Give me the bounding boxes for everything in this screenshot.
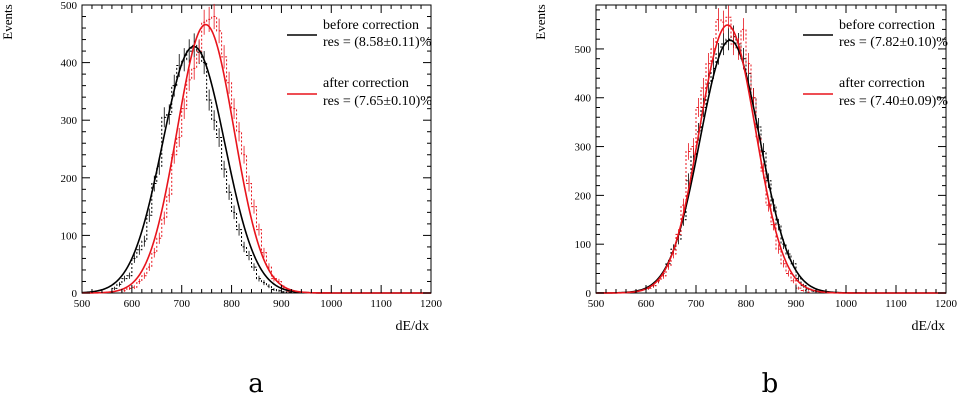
legend-label-after: after correction xyxy=(839,76,925,91)
x-tick-label: 1000 xyxy=(320,298,343,310)
y-tick-label: 500 xyxy=(575,44,592,56)
legend-label-before: before correction xyxy=(323,18,419,33)
legend-res-before: res = (8.58±0.11)% xyxy=(323,35,432,50)
plot-frame xyxy=(81,4,432,294)
y-axis-label: Events xyxy=(533,4,548,39)
legend-res-after: res = (7.65±0.10)% xyxy=(323,94,432,109)
x-tick-label: 600 xyxy=(638,298,655,310)
panel-a: 500 600 700 800 900 1000 1100 1200 0 100 200 300 400… xyxy=(0,0,443,398)
x-tick-label: 500 xyxy=(588,298,605,310)
x-tick-label: 800 xyxy=(738,298,755,310)
x-tick-label: 1200 xyxy=(420,298,443,310)
y-tick-label: 200 xyxy=(61,173,78,185)
y-tick-label: 0 xyxy=(72,288,78,300)
legend-label-after: after correction xyxy=(323,76,409,91)
histogram-before xyxy=(111,44,292,293)
y-tick-label: 400 xyxy=(575,93,592,105)
x-tick-label: 700 xyxy=(173,298,190,310)
x-tick-label: 900 xyxy=(788,298,805,310)
x-tick-label: 800 xyxy=(223,298,240,310)
fit-curve-after xyxy=(596,24,946,294)
legend-res-before: res = (7.82±0.10)% xyxy=(839,35,948,50)
legend-res-after: res = (7.40±0.09)% xyxy=(839,94,948,109)
y-tick-label: 500 xyxy=(61,0,78,12)
x-axis-label: dE/dx xyxy=(396,319,429,334)
y-tick-label: 100 xyxy=(575,239,592,251)
y-tick-label: 0 xyxy=(586,288,592,300)
y-axis-label: Events xyxy=(0,4,15,39)
x-tick-label: 600 xyxy=(124,298,141,310)
fit-curve-after xyxy=(81,23,431,294)
legend-label-before: before correction xyxy=(839,18,935,33)
x-tick-label: 1100 xyxy=(885,298,907,310)
panel-label-a: a xyxy=(248,369,264,398)
x-tick-label: 1000 xyxy=(835,298,858,310)
y-tick-label: 400 xyxy=(61,58,78,70)
x-axis-label: dE/dx xyxy=(912,319,945,334)
y-tick-label: 300 xyxy=(575,142,592,154)
x-tick-label: 900 xyxy=(273,298,290,310)
x-tick-label: 700 xyxy=(688,298,705,310)
x-tick-label: 500 xyxy=(74,298,91,310)
x-tick-label: 1200 xyxy=(935,298,958,310)
x-tick-label: 1100 xyxy=(370,298,392,310)
y-tick-label: 300 xyxy=(61,115,78,127)
histogram-before xyxy=(645,36,817,293)
y-tick-label: 200 xyxy=(575,190,592,202)
legend: before correction res = (7.82±0.10)% aft… xyxy=(803,18,948,109)
plot-frame xyxy=(595,4,947,294)
legend: before correction res = (8.58±0.11)% aft… xyxy=(287,18,432,109)
panel-b: 500 600 700 800 900 1000 1100 1200 0 100 200 300 400… xyxy=(533,4,958,398)
y-tick-label: 100 xyxy=(61,230,78,242)
histogram-after xyxy=(121,16,292,293)
panel-label-b: b xyxy=(762,369,779,398)
